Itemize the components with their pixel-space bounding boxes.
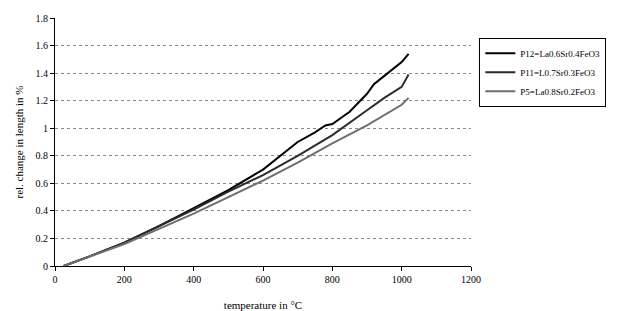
svg-text:temperature in °C: temperature in °C: [224, 299, 302, 311]
svg-text:0.4: 0.4: [36, 205, 49, 216]
svg-text:1: 1: [43, 123, 48, 134]
svg-text:0: 0: [43, 261, 48, 272]
svg-text:P12=La0.6Sr0.4FeO3: P12=La0.6Sr0.4FeO3: [520, 49, 600, 59]
svg-text:1000: 1000: [392, 274, 412, 285]
svg-text:P5=La0.8Sr0.2FeO3: P5=La0.8Sr0.2FeO3: [520, 87, 595, 97]
svg-text:0.8: 0.8: [36, 150, 49, 161]
svg-text:1.8: 1.8: [36, 13, 49, 24]
svg-text:1.2: 1.2: [36, 95, 49, 106]
svg-text:0.2: 0.2: [36, 233, 49, 244]
svg-text:1.6: 1.6: [36, 40, 49, 51]
svg-text:0: 0: [53, 274, 58, 285]
svg-text:800: 800: [325, 274, 340, 285]
svg-text:0.6: 0.6: [36, 178, 49, 189]
svg-text:rel. change in length in %: rel. change in length in %: [13, 85, 25, 198]
svg-text:600: 600: [256, 274, 271, 285]
svg-text:P11=L0.7Sr0.3FeO3: P11=L0.7Sr0.3FeO3: [520, 68, 595, 78]
svg-text:400: 400: [186, 274, 201, 285]
svg-text:1200: 1200: [461, 274, 481, 285]
svg-text:200: 200: [117, 274, 132, 285]
svg-text:1.4: 1.4: [36, 68, 49, 79]
